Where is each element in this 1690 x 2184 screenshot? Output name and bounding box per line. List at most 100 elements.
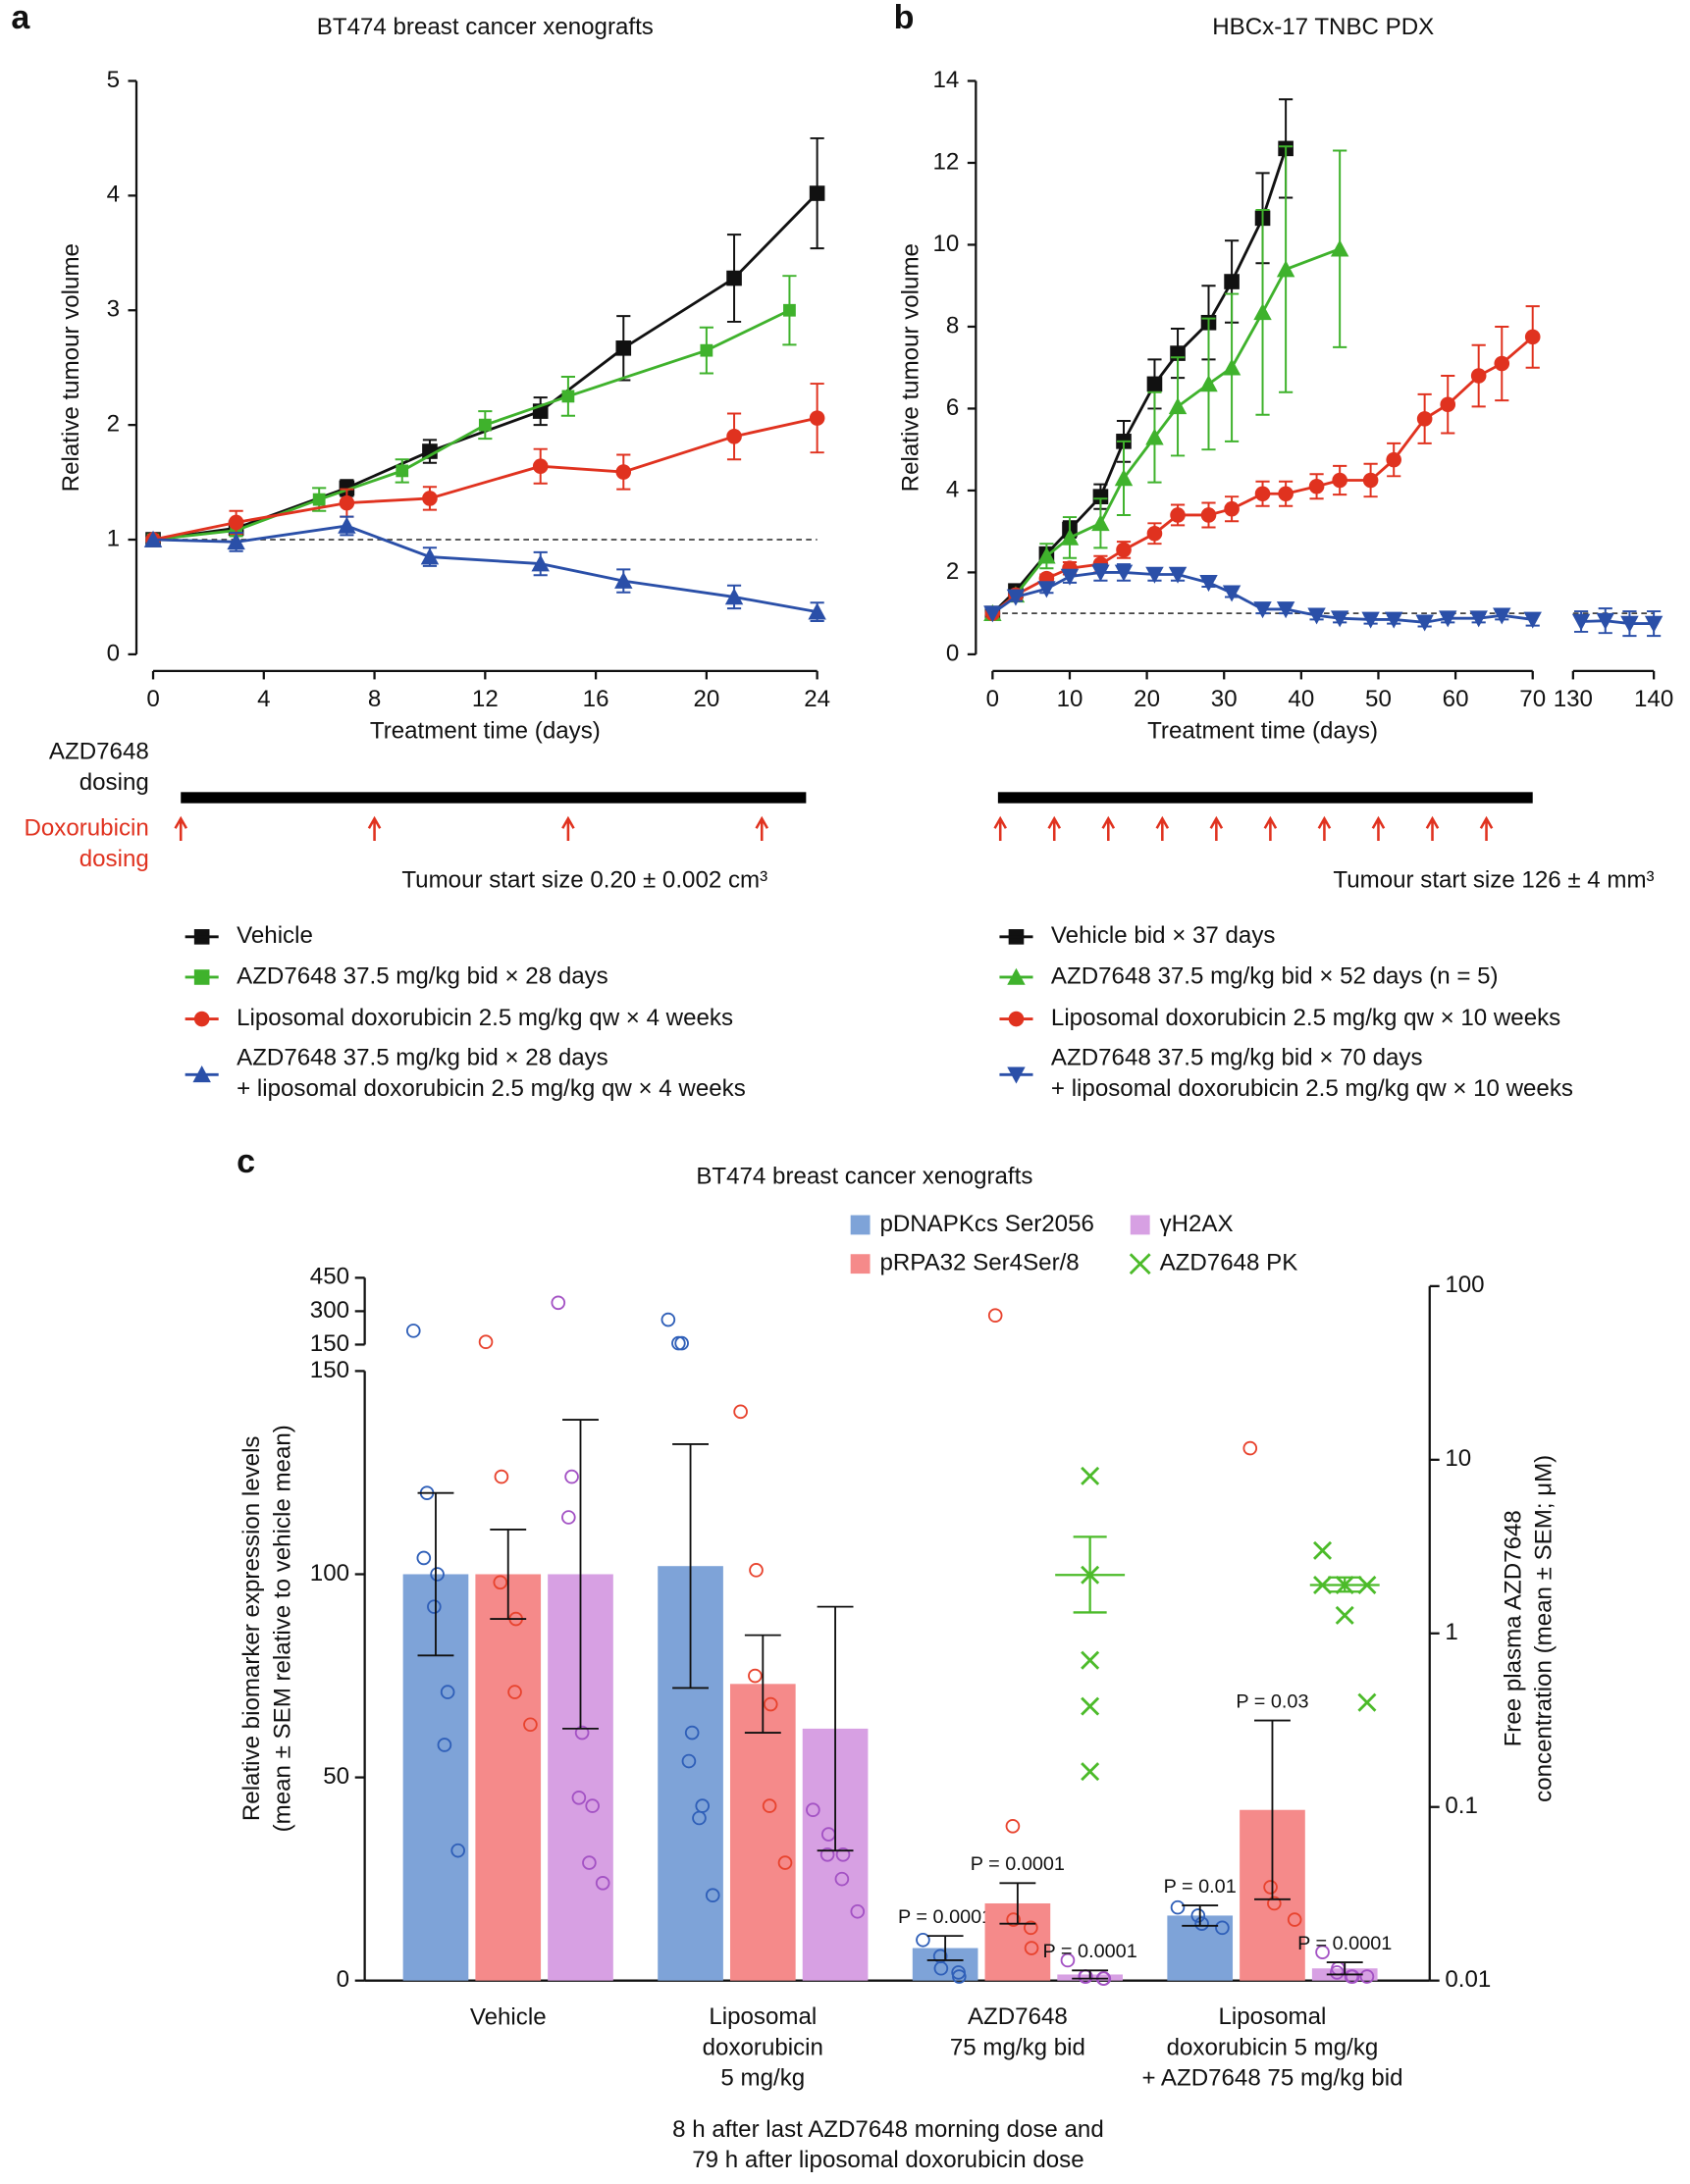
text-line: 8 h after last AZD7648 morning dose and: [672, 2116, 1104, 2143]
legend-label: pRPA32 Ser4Ser/8: [879, 1250, 1079, 1276]
data-point: [660, 1312, 676, 1327]
pk-point: [1081, 1762, 1100, 1782]
marker: [1168, 397, 1188, 415]
marker: [1222, 358, 1241, 376]
text-line: 79 h after liposomal doxorubicin dose: [692, 2148, 1083, 2174]
marker: [339, 494, 355, 511]
series-line: [152, 416, 818, 542]
chart-title: BT474 breast cancer xenografts: [317, 14, 654, 40]
legend-label: AZD7648 37.5 mg/kg bid × 70 days + liposo…: [1051, 1045, 1573, 1102]
data-point: [933, 1960, 949, 1976]
dosing-bar: [997, 792, 1533, 804]
dosing-bar: [181, 792, 807, 804]
text-line: Relative biomarker expression levels: [239, 1436, 266, 1822]
marker: [615, 464, 632, 480]
marker: [1224, 274, 1240, 289]
marker: [1384, 611, 1403, 629]
marker: [338, 516, 356, 534]
p-value-label: P = 0.0001: [971, 1853, 1065, 1875]
marker: [1278, 486, 1294, 502]
marker: [614, 571, 633, 589]
y2-tick-label: 10: [1445, 1445, 1471, 1472]
marker: [1037, 581, 1056, 598]
marker: [809, 410, 825, 426]
data-point: [551, 1295, 566, 1311]
legend-label: γH2AX: [1160, 1211, 1234, 1237]
text-line: + AZD7648 75 mg/kg bid: [1141, 2065, 1402, 2092]
text-line: Free plasma AZD7648: [1501, 1510, 1527, 1746]
p-value-label: P = 0.01: [1164, 1876, 1237, 1898]
data-point: [1242, 1440, 1258, 1456]
data-point: [1024, 1920, 1038, 1936]
text-line: + liposomal doxorubicin 2.5 mg/kg qw × 4…: [237, 1075, 746, 1102]
marker: [1415, 614, 1434, 632]
marker: [532, 458, 549, 475]
marker: [1170, 507, 1186, 523]
y-tick-label: 0: [337, 1966, 349, 1993]
pk-point: [1081, 1650, 1100, 1670]
pk-point: [1081, 1565, 1100, 1585]
text-line: Liposomal: [1219, 2003, 1327, 2030]
data-point: [1267, 1896, 1282, 1911]
marker: [726, 270, 742, 286]
x-tick-label: Vehicle: [470, 2003, 547, 2030]
marker: [1060, 528, 1080, 546]
data-point: [494, 1469, 509, 1484]
marker: [1524, 329, 1541, 345]
chart-title: HBCx-17 TNBC PDX: [1212, 14, 1434, 40]
error-bar: [999, 1882, 1036, 1925]
text-line: AZD7648 37.5 mg/kg bid × 28 days: [237, 1045, 608, 1071]
data-point: [692, 1810, 707, 1826]
text-line: concentration (mean ± SEM; μM): [1531, 1455, 1558, 1802]
data-point: [733, 1404, 748, 1420]
text-line: AZD7648: [49, 739, 149, 765]
error-bar: [672, 1443, 709, 1690]
panel-label: b: [894, 0, 915, 36]
marker: [143, 530, 163, 547]
data-point: [916, 1932, 930, 1948]
y-tick-label: 6: [946, 394, 959, 421]
y-tick-label: 450: [310, 1264, 349, 1290]
dose-arrow: [174, 815, 188, 841]
dosing-label: AZD7648 dosing: [49, 739, 149, 796]
data-point: [1329, 1965, 1345, 1980]
text-line: dosing: [79, 769, 149, 796]
x-tick-label: 20: [1134, 686, 1160, 712]
text-line: AZD7648: [968, 2003, 1068, 2030]
p-value-label: P = 0.0001: [1043, 1941, 1137, 1962]
text-line: dosing: [79, 846, 149, 872]
legend-label: AZD7648 37.5 mg/kg bid × 52 days (n = 5): [1051, 962, 1499, 989]
y2-tick-label: 100: [1445, 1272, 1484, 1298]
data-point: [427, 1599, 442, 1614]
legend-swatch: [1130, 1215, 1150, 1235]
x-tick-label: 40: [1288, 686, 1314, 712]
data-point: [1170, 1899, 1186, 1915]
marker: [1330, 610, 1349, 628]
dose-arrow: [755, 815, 769, 841]
dose-arrow: [367, 815, 382, 841]
marker: [1386, 451, 1401, 468]
marker: [312, 493, 326, 506]
legend-label: AZD7648 37.5 mg/kg bid × 28 days: [237, 962, 608, 989]
y-tick-label: 14: [932, 67, 959, 93]
series-line: [991, 147, 1288, 615]
legend-label: Liposomal doxorubicin 2.5 mg/kg qw × 10 …: [1051, 1005, 1560, 1031]
marker: [1092, 489, 1109, 504]
marker: [1114, 469, 1134, 487]
y-axis-label: Relative biomarker expression levels (mea…: [239, 1425, 296, 1832]
x-tick-label: AZD7648 75 mg/kg bid: [950, 2003, 1085, 2060]
chart-title: BT474 breast cancer xenografts: [696, 1164, 1032, 1190]
panel-label: c: [237, 1143, 255, 1180]
legend-swatch: [1129, 1253, 1151, 1275]
data-point: [405, 1324, 421, 1338]
x-tick-label: 20: [693, 686, 719, 712]
x-tick-label: 0: [986, 686, 999, 712]
dose-arrow: [1101, 815, 1116, 841]
y-axis-label: Relative tumour volume: [58, 243, 84, 492]
pk-point: [1335, 1605, 1354, 1625]
series-line: [152, 524, 818, 614]
marker: [1253, 601, 1272, 619]
data-point: [819, 1846, 835, 1862]
marker: [1145, 428, 1164, 445]
pk-point: [1081, 1466, 1100, 1485]
